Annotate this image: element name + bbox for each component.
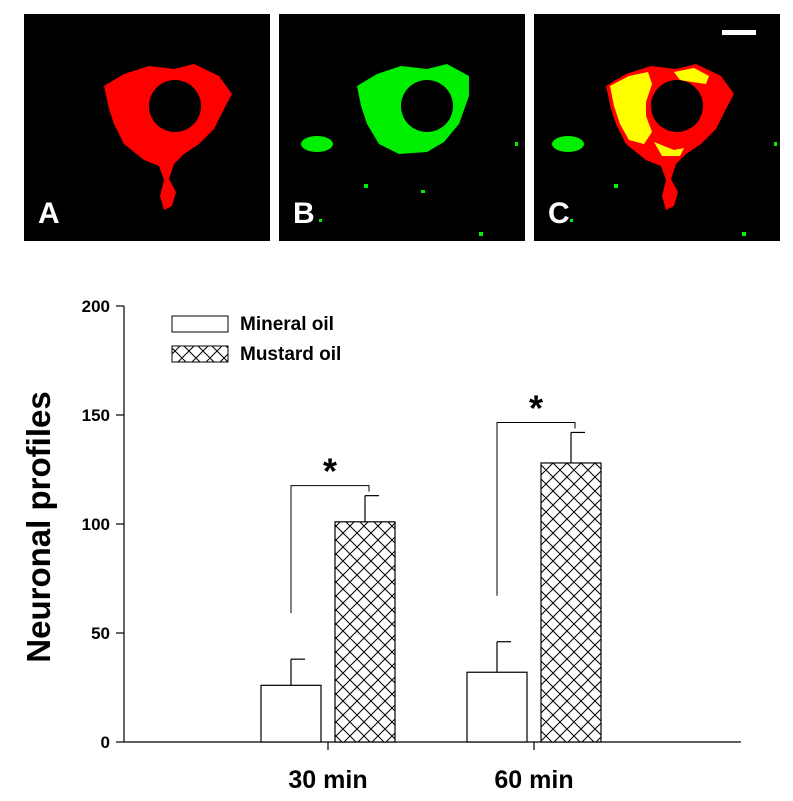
chart-axes: 0 50 100 150 200 30 min 60 min [82,297,741,794]
significance-marker-0: * [323,451,337,492]
panel-c-image [552,64,777,236]
bar-mustard-oil-1 [540,462,602,743]
bar-mineral-oil-1 [466,671,528,743]
legend-swatch-0 [171,315,229,333]
legend-label-0: Mineral oil [240,314,334,335]
x-tick-label-0: 30 min [288,766,367,794]
chart-annotations: ** [290,387,576,614]
y-tick-label-200: 200 [82,297,110,316]
panel-a-image [104,64,232,210]
legend-swatch-1 [171,345,229,363]
panel-letter-b: B [293,197,315,230]
y-tick-label-150: 150 [82,406,110,425]
y-tick-label-0: 0 [101,733,110,752]
panel-b-image [301,64,518,236]
panel-letter-c: C [548,197,570,230]
y-tick-label-100: 100 [82,515,110,534]
significance-bracket-1 [496,421,576,596]
bar-mustard-oil-0 [334,521,396,743]
scale-bar [722,30,756,35]
significance-marker-1: * [529,387,543,428]
y-tick-label-50: 50 [91,624,110,643]
chart-bars [260,431,602,743]
significance-bracket-0 [290,485,370,614]
red-neuron-cell [104,64,232,210]
legend-label-1: Mustard oil [240,344,341,365]
x-tick-label-1: 60 min [494,766,573,794]
micrograph-panel-c: C [534,14,780,241]
micrograph-panel-a: A [24,14,270,241]
panel-letter-a: A [38,197,60,230]
micrograph-panel-b: B [279,14,525,241]
y-axis-label: Neuronal profiles [20,391,57,662]
chart-legend: Mineral oil Mustard oil [171,314,341,365]
bar-mineral-oil-0 [260,684,322,743]
green-neuron-cell [301,64,518,236]
merged-neuron-cell [552,64,777,236]
